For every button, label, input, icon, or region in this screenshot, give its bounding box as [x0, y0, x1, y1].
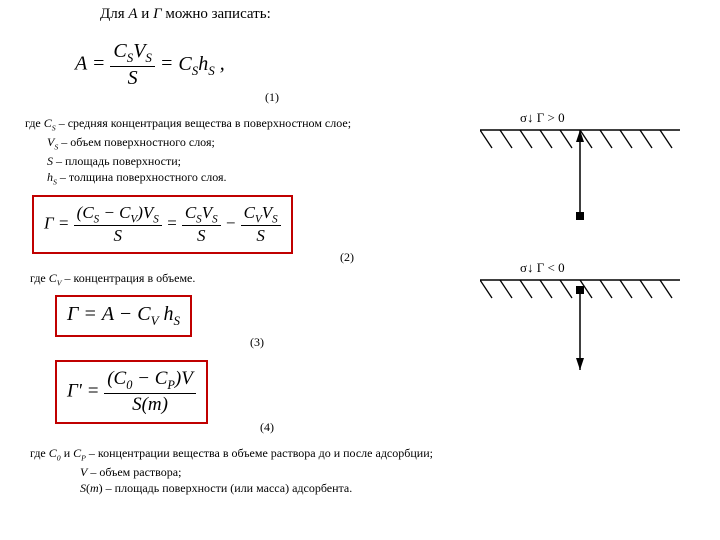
equation-4: Г' = (C0 − CP)V S(m): [55, 360, 208, 424]
equation-2: Г = (CS − CV)VS S = CSVS S − CVVS S: [32, 195, 293, 254]
eq2-label: (2): [340, 250, 354, 265]
eq1-label: (1): [265, 90, 279, 105]
equation-1: A = CSVS S = CShS ,: [75, 40, 225, 90]
diagram-positive: σ↓ Г > 0: [480, 110, 690, 234]
definitions-3: где C0 и CP – концентрации вещества в об…: [30, 445, 433, 496]
diagram2-svg: [480, 260, 690, 380]
eq4-label: (4): [260, 420, 274, 435]
diagram2-label: σ↓ Г < 0: [520, 260, 565, 276]
definitions-1: где CS – средняя концентрация вещества в…: [25, 115, 351, 188]
diagram-negative: σ↓ Г < 0: [480, 260, 690, 384]
eq4-box: Г' = (C0 − CP)V S(m): [55, 360, 208, 424]
eq3-box: Г = A − CV hS: [55, 295, 192, 337]
page-title: Для А и Г можно записать:: [100, 6, 271, 23]
diagram1-svg: [480, 110, 690, 230]
definitions-2: где CV – концентрация в объеме.: [30, 270, 195, 289]
eq2-box: Г = (CS − CV)VS S = CSVS S − CVVS S: [32, 195, 293, 254]
diagram1-label: σ↓ Г > 0: [520, 110, 565, 126]
eq3-label: (3): [250, 335, 264, 350]
equation-3: Г = A − CV hS: [55, 295, 192, 337]
